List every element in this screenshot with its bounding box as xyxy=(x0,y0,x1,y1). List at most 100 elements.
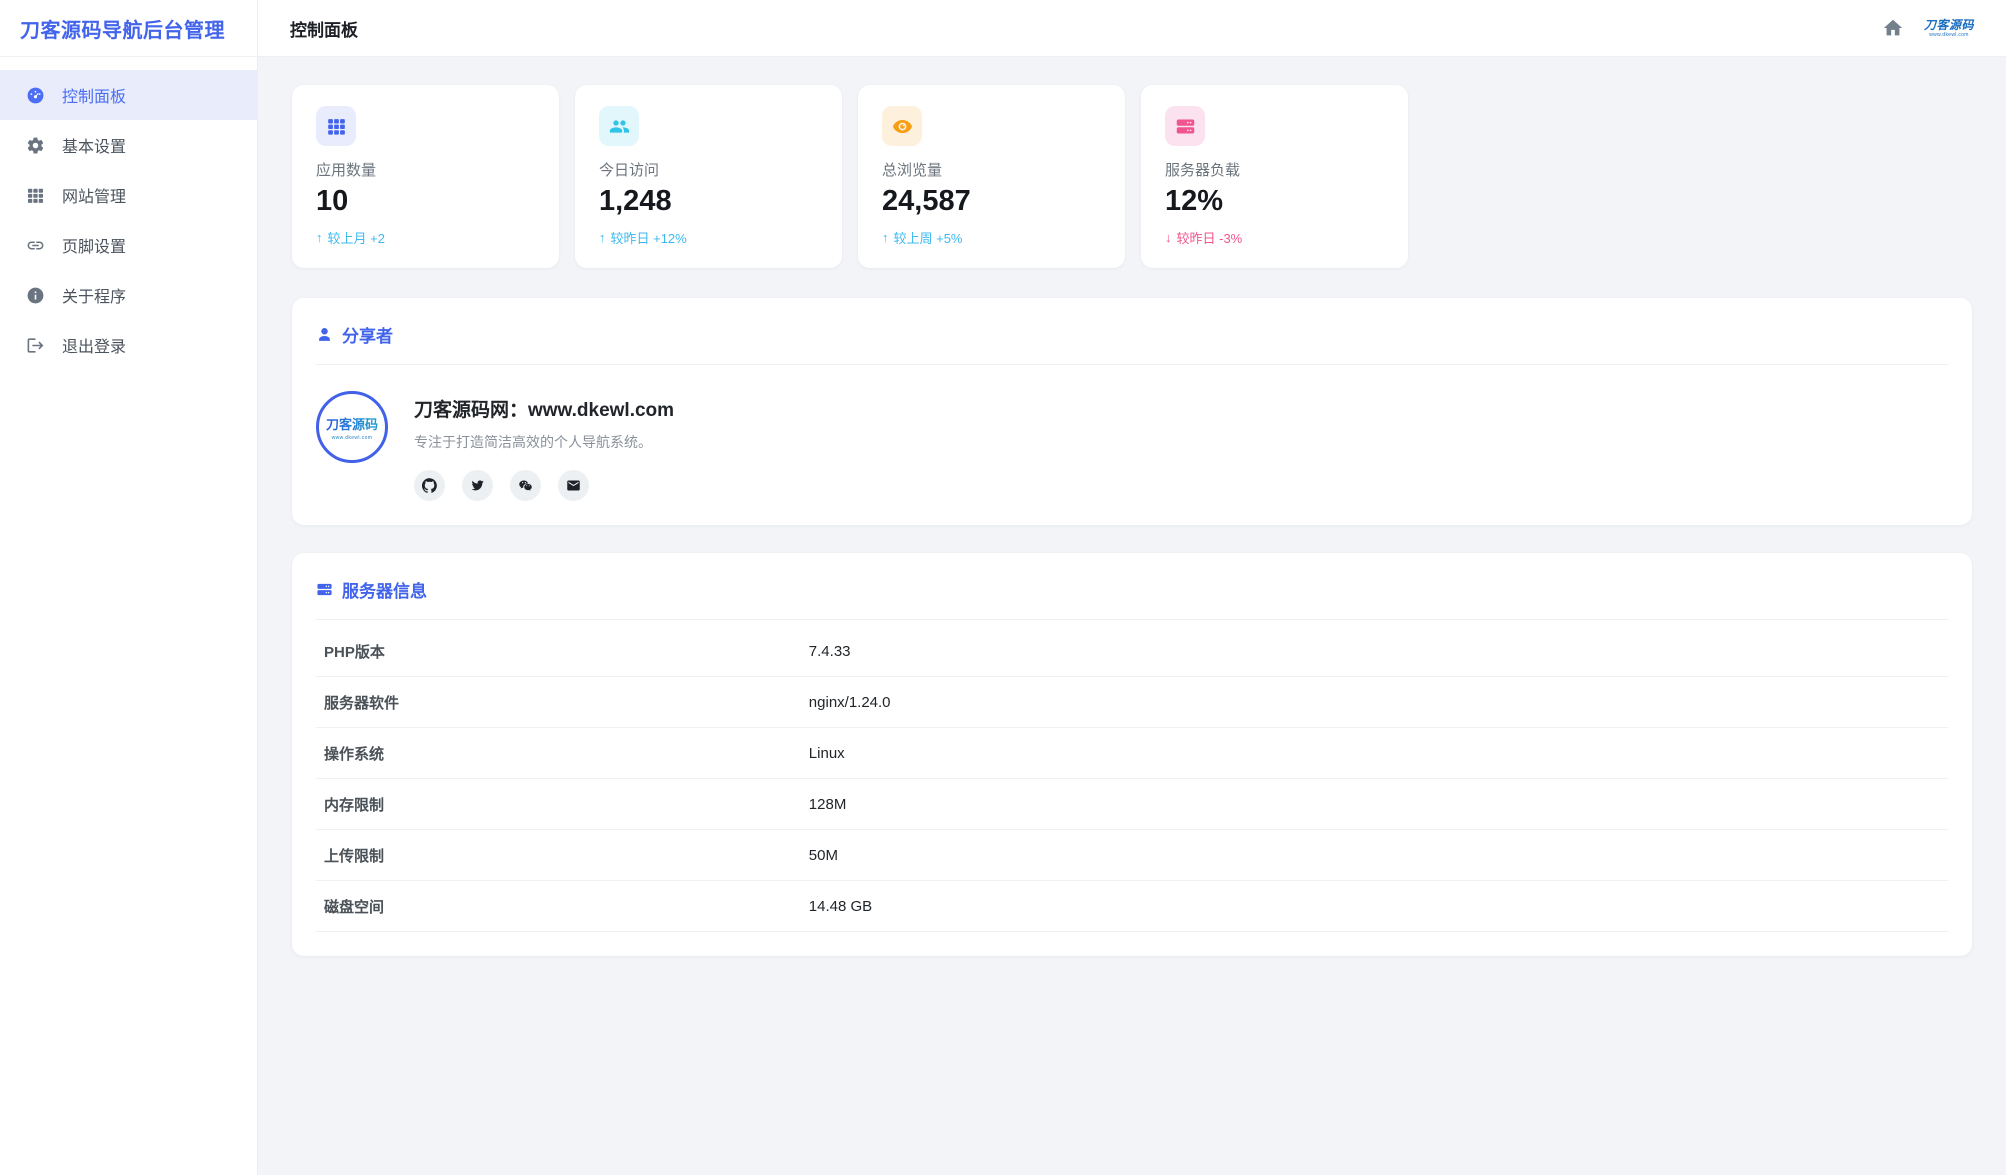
stat-card-server-load: 服务器负载 12% ↓ 较昨日 -3% xyxy=(1141,85,1408,268)
info-icon xyxy=(26,286,45,305)
sidebar-menu: 控制面板 基本设置 网站管理 页脚设置 xyxy=(0,57,257,370)
app-title: 刀客源码导航后台管理 xyxy=(20,19,225,42)
stat-trend: ↑ 较上周 +5% xyxy=(882,228,1101,247)
sidebar-item-label: 控制面板 xyxy=(62,89,127,106)
grid-icon xyxy=(26,186,45,205)
trend-text: 较昨日 +12% xyxy=(610,231,687,246)
row-label: 上传限制 xyxy=(324,847,385,865)
stat-card-visits-today: 今日访问 1,248 ↑ 较昨日 +12% xyxy=(575,85,842,268)
table-row: 操作系统 Linux xyxy=(316,728,1948,779)
section-title: 服务器信息 xyxy=(342,582,427,601)
server-info-header: 服务器信息 xyxy=(316,577,1948,620)
sidebar-item-basic-settings[interactable]: 基本设置 xyxy=(0,120,257,170)
sharer-info: 刀客源码网：www.dkewl.com 专注于打造简洁高效的个人导航系统。 xyxy=(414,391,674,501)
trend-up-arrow-icon: ↑ xyxy=(882,230,889,245)
row-label: PHP版本 xyxy=(324,643,385,661)
stat-value: 24,587 xyxy=(882,185,971,217)
stat-card-apps: 应用数量 10 ↑ 较上月 +2 xyxy=(292,85,559,268)
sharer-body: 刀客源码 www.dkewl.com 刀客源码网：www.dkewl.com 专… xyxy=(316,391,1948,501)
logout-icon xyxy=(26,336,45,355)
table-row: 上传限制 50M xyxy=(316,830,1948,881)
table-row: 服务器软件 nginx/1.24.0 xyxy=(316,677,1948,728)
row-value: 50M xyxy=(808,846,838,864)
stat-trend: ↑ 较上月 +2 xyxy=(316,228,535,247)
stats-row: 应用数量 10 ↑ 较上月 +2 今日访问 1,248 ↑ 较昨日 + xyxy=(292,85,1972,268)
sidebar-item-footer-settings[interactable]: 页脚设置 xyxy=(0,220,257,270)
trend-down-arrow-icon: ↓ xyxy=(1165,230,1172,245)
gear-icon xyxy=(26,136,45,155)
row-label: 内存限制 xyxy=(324,796,385,814)
topbar-right: 刀客源码 www.dkewl.com xyxy=(1882,17,1974,39)
stat-label: 总浏览量 xyxy=(882,162,943,179)
stat-label: 服务器负载 xyxy=(1165,162,1241,179)
brand-logo[interactable]: 刀客源码 www.dkewl.com xyxy=(1924,19,1974,38)
stat-value: 1,248 xyxy=(599,185,672,217)
twitter-icon[interactable] xyxy=(462,470,493,501)
trend-text: 较昨日 -3% xyxy=(1176,231,1243,246)
server-icon xyxy=(316,581,333,598)
row-value: 7.4.33 xyxy=(808,642,851,660)
stat-card-total-views: 总浏览量 24,587 ↑ 较上周 +5% xyxy=(858,85,1125,268)
sharer-card: 分享者 刀客源码 www.dkewl.com 刀客源码网：www.dkewl.c… xyxy=(292,298,1972,525)
row-label: 操作系统 xyxy=(324,745,385,763)
stat-label: 今日访问 xyxy=(599,162,660,179)
user-icon xyxy=(316,326,333,343)
sidebar-item-label: 网站管理 xyxy=(62,189,127,206)
link-icon xyxy=(26,236,45,255)
row-label: 磁盘空间 xyxy=(324,898,385,916)
social-links xyxy=(414,470,674,501)
trend-up-arrow-icon: ↑ xyxy=(599,230,606,245)
table-row: 内存限制 128M xyxy=(316,779,1948,830)
wechat-icon[interactable] xyxy=(510,470,541,501)
main-area: 控制面板 刀客源码 www.dkewl.com 应用数量 xyxy=(258,0,2006,1175)
trend-up-arrow-icon: ↑ xyxy=(316,230,323,245)
sharer-card-header: 分享者 xyxy=(316,322,1948,365)
sidebar-header: 刀客源码导航后台管理 xyxy=(0,0,257,57)
row-value: 14.48 GB xyxy=(808,897,873,915)
page-title: 控制面板 xyxy=(290,20,358,40)
sidebar-item-label: 基本设置 xyxy=(62,139,127,156)
row-label: 服务器软件 xyxy=(324,694,400,712)
sharer-name: 刀客源码网：www.dkewl.com xyxy=(414,400,675,421)
email-icon[interactable] xyxy=(558,470,589,501)
stat-value: 12% xyxy=(1165,185,1224,217)
brand-logo-sub: www.dkewl.com xyxy=(1929,31,1969,38)
stat-trend: ↑ 较昨日 +12% xyxy=(599,228,818,247)
avatar: 刀客源码 www.dkewl.com xyxy=(316,391,388,463)
content: 应用数量 10 ↑ 较上月 +2 今日访问 1,248 ↑ 较昨日 + xyxy=(258,57,2006,1012)
brand-logo-text: 刀客源码 xyxy=(1923,17,1974,32)
stat-trend: ↓ 较昨日 -3% xyxy=(1165,228,1384,247)
users-icon xyxy=(599,106,639,146)
topbar: 控制面板 刀客源码 www.dkewl.com xyxy=(258,0,2006,57)
sidebar-item-site-management[interactable]: 网站管理 xyxy=(0,170,257,220)
table-row: 磁盘空间 14.48 GB xyxy=(316,881,1948,932)
trend-text: 较上周 +5% xyxy=(893,231,963,246)
stat-value: 10 xyxy=(316,185,349,217)
github-icon[interactable] xyxy=(414,470,445,501)
trend-text: 较上月 +2 xyxy=(327,231,385,246)
sidebar-item-dashboard[interactable]: 控制面板 xyxy=(0,70,257,120)
sidebar-item-logout[interactable]: 退出登录 xyxy=(0,320,257,370)
server-info-table: PHP版本 7.4.33 服务器软件 nginx/1.24.0 操作系统 Lin… xyxy=(316,626,1948,932)
home-icon[interactable] xyxy=(1882,17,1904,39)
row-value: 128M xyxy=(808,795,847,813)
table-row: PHP版本 7.4.33 xyxy=(316,626,1948,677)
section-title: 分享者 xyxy=(342,327,393,346)
sidebar-item-label: 关于程序 xyxy=(62,289,127,306)
stat-label: 应用数量 xyxy=(316,162,377,179)
eye-icon xyxy=(882,106,922,146)
row-value: Linux xyxy=(808,744,845,762)
avatar-brand-sub: www.dkewl.com xyxy=(331,434,373,441)
row-value: nginx/1.24.0 xyxy=(808,693,891,711)
server-icon xyxy=(1165,106,1205,146)
sidebar-item-label: 退出登录 xyxy=(62,339,127,356)
sidebar: 刀客源码导航后台管理 控制面板 基本设置 网站管理 xyxy=(0,0,258,1175)
grid-icon xyxy=(316,106,356,146)
sidebar-item-about[interactable]: 关于程序 xyxy=(0,270,257,320)
server-info-card: 服务器信息 PHP版本 7.4.33 服务器软件 nginx/1.24.0 操作… xyxy=(292,553,1972,956)
sidebar-item-label: 页脚设置 xyxy=(62,239,127,256)
sharer-description: 专注于打造简洁高效的个人导航系统。 xyxy=(414,434,652,450)
avatar-brand-text: 刀客源码 xyxy=(326,414,378,433)
dashboard-icon xyxy=(26,86,45,105)
